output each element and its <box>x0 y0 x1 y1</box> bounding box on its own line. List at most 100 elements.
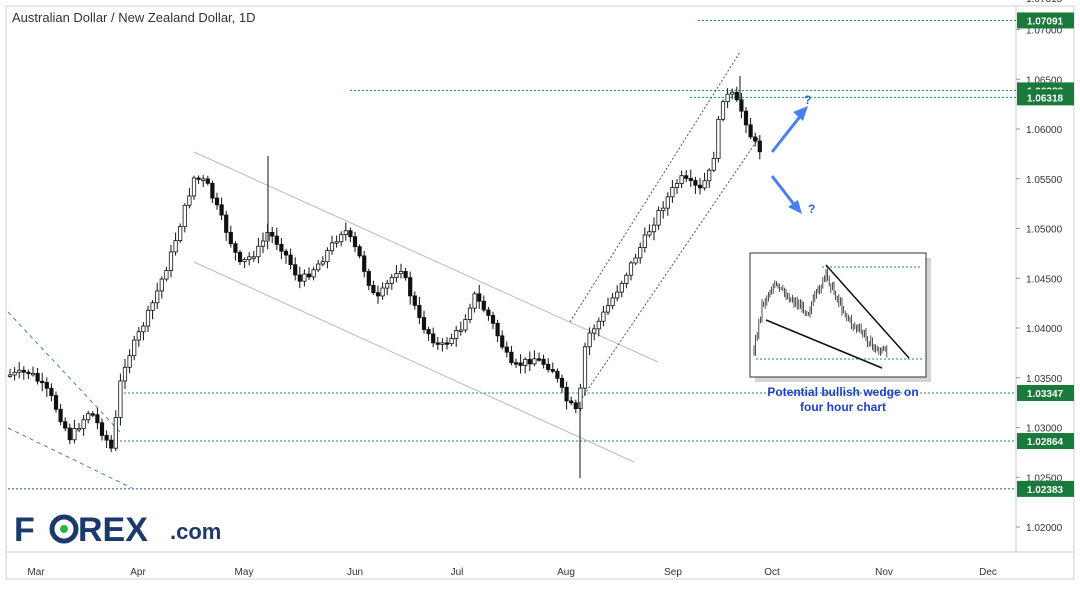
inset-caption-line1: Potential bullish wedge on <box>767 385 918 399</box>
inset-caption-line2: four hour chart <box>800 400 886 414</box>
candle-body <box>127 355 132 368</box>
candle-body <box>458 329 463 332</box>
candle-body <box>408 277 413 297</box>
candle-body <box>187 195 192 206</box>
y-tick-label: 1.04500 <box>1026 274 1063 285</box>
candle-body <box>283 250 289 256</box>
candle-body <box>564 386 569 402</box>
candle-body <box>260 240 266 247</box>
candle-body <box>417 304 422 318</box>
candle-body <box>168 251 174 271</box>
candle-body <box>362 255 367 272</box>
candle-body <box>702 180 707 189</box>
candle-body <box>30 372 36 376</box>
candle-body <box>546 363 551 370</box>
candle-body <box>550 369 555 372</box>
candle-body <box>182 204 187 228</box>
y-tick-label: 1.04000 <box>1026 324 1063 335</box>
candle-body <box>164 270 169 280</box>
candle-body <box>247 256 252 260</box>
candle-body <box>63 421 68 429</box>
x-tick-label: Oct <box>764 567 780 578</box>
arrow-down-head <box>788 200 802 214</box>
candle-body <box>628 262 634 276</box>
candle-body <box>49 387 54 396</box>
price-tag-box <box>1017 480 1074 497</box>
candle-body <box>753 136 758 142</box>
candle-body <box>288 254 293 266</box>
candle-body <box>486 309 491 316</box>
candle-body <box>642 234 647 248</box>
candle-body <box>371 285 376 294</box>
candle-body <box>674 183 680 188</box>
candle-body <box>219 204 224 216</box>
candle-body <box>173 240 178 253</box>
candle-body <box>348 230 353 238</box>
candle-body <box>707 169 712 182</box>
candle-body <box>389 277 394 284</box>
candle-body <box>720 101 726 120</box>
candle-body <box>398 271 404 275</box>
candle-body <box>35 372 40 382</box>
logo-text-pre: F <box>14 511 35 549</box>
y-tick-label: 1.02500 <box>1026 473 1063 484</box>
candle-body <box>104 435 109 441</box>
candle-body <box>748 124 753 138</box>
inset-candles <box>753 268 888 358</box>
inset-panel <box>749 252 931 382</box>
channel-line <box>193 151 659 363</box>
candle-body <box>518 362 523 366</box>
price-tag-label: 1.02383 <box>1027 485 1064 496</box>
candle-body <box>339 234 344 243</box>
candle-body <box>380 287 385 297</box>
x-tick-label: Aug <box>557 567 575 578</box>
candle-body <box>228 232 233 245</box>
candle-body <box>366 271 371 286</box>
channel-line <box>193 261 635 463</box>
x-tick-label: Dec <box>979 567 997 578</box>
candle-body <box>638 247 643 259</box>
candle-body <box>716 118 721 159</box>
candle-body <box>256 245 261 258</box>
candle-body <box>352 236 358 248</box>
candle-body <box>624 274 629 284</box>
candle-body <box>431 333 436 344</box>
candle-body <box>573 402 578 409</box>
price-tag-label: 1.03347 <box>1027 389 1064 400</box>
x-axis: Mar Apr May Jun Jul Aug Sep Oct Nov Dec <box>27 567 997 578</box>
channel-line <box>569 51 741 323</box>
candle-body <box>201 178 206 181</box>
candle-body <box>688 178 693 181</box>
candle-body <box>504 346 509 353</box>
candle-body <box>684 175 689 179</box>
candle-body <box>582 346 588 389</box>
y-tick-label: 1.06500 <box>1026 75 1063 86</box>
candle-body <box>670 187 675 198</box>
price-tag-box <box>1017 12 1074 29</box>
candle-body <box>86 413 91 421</box>
y-tick-label: 1.06000 <box>1026 125 1063 136</box>
x-tick-label: Sep <box>664 567 682 578</box>
candle-body <box>141 325 146 333</box>
candle-body <box>178 226 183 242</box>
candle-body <box>490 315 496 324</box>
candle-body <box>587 332 592 348</box>
y-axis: 1.02000 1.02500 1.03000 1.03500 1.04000 1.045… <box>1016 26 1063 534</box>
price-tag-label: 1.07091 <box>1027 16 1064 27</box>
candle-body <box>205 178 210 184</box>
candle-body <box>145 309 151 327</box>
candle-body <box>122 366 128 382</box>
candle-body <box>237 251 243 263</box>
channel-line <box>7 427 133 489</box>
candle-body <box>67 427 72 441</box>
candle-body <box>495 322 500 337</box>
candle-body <box>132 339 137 357</box>
candle-body <box>711 157 716 171</box>
y-tick-label: 1.03500 <box>1026 374 1063 385</box>
candle-body <box>725 93 730 103</box>
candle-body <box>58 408 63 423</box>
y-tick-label: 1.07000 <box>1026 26 1063 37</box>
candle-body <box>569 400 574 404</box>
wedge-upper-line <box>825 264 910 359</box>
candle-body <box>743 110 749 126</box>
